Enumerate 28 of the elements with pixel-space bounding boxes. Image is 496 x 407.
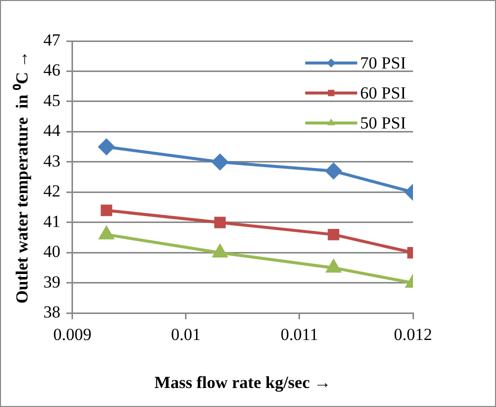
point xyxy=(212,154,228,170)
y-tick-label: 44 xyxy=(43,121,61,140)
x-tick-label: 0.01 xyxy=(171,324,201,344)
x-tick-label: 0.011 xyxy=(280,324,318,344)
point xyxy=(326,260,341,273)
y-tick-label: 47 xyxy=(43,30,61,50)
point xyxy=(214,216,226,228)
point xyxy=(328,228,340,240)
y-tick-label: 43 xyxy=(43,151,60,170)
legend-label: 70 PSI xyxy=(360,53,406,72)
y-tick-label: 45 xyxy=(43,90,60,110)
point xyxy=(212,244,228,258)
point xyxy=(98,138,114,155)
point xyxy=(99,226,114,240)
y-tick-label: 38 xyxy=(43,302,60,322)
legend-label: 60 PSI xyxy=(360,83,406,102)
x-tick-label: 0.012 xyxy=(394,324,432,344)
point xyxy=(100,204,112,216)
x-axis-title: Mass flow rate kg/sec → xyxy=(154,373,331,392)
y-tick-label: 41 xyxy=(43,212,60,231)
y-tick-label: 42 xyxy=(43,182,60,201)
point xyxy=(326,163,342,180)
y-tick-label: 40 xyxy=(43,242,60,262)
y-tick-label: 39 xyxy=(43,272,60,292)
y-axis-title: Outlet water temperature in ⁰C → xyxy=(12,50,32,304)
y-tick-label: 46 xyxy=(43,60,60,80)
x-tick-label: 0.009 xyxy=(53,324,92,344)
legend-label: 50 PSI xyxy=(360,113,406,132)
